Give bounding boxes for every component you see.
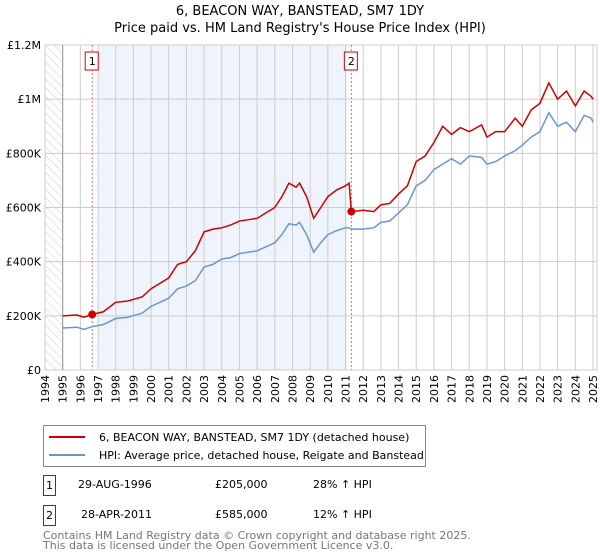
- footer-line1: Contains HM Land Registry data © Crown c…: [43, 529, 471, 542]
- legend-label-property: 6, BEACON WAY, BANSTEAD, SM7 1DY (detach…: [99, 430, 410, 444]
- legend-item-hpi: HPI: Average price, detached house, Reig…: [44, 446, 424, 464]
- sale-badge-label: 1: [89, 55, 96, 68]
- footer: Contains HM Land Registry data © Crown c…: [43, 529, 471, 552]
- sale-badge-label: 2: [348, 55, 355, 68]
- footer-line2: This data is licensed under the Open Gov…: [43, 539, 394, 552]
- line-chart: 1994 1995 1996 1997 1998 1999 2000 2001 2002 2003…: [6, 39, 600, 403]
- transaction-hpi: 28% ↑ HPI: [313, 478, 372, 491]
- x-tick-label: 2017: [446, 375, 459, 403]
- x-tick-label: 2025: [587, 375, 600, 403]
- x-tick-label: 2022: [534, 375, 547, 403]
- transaction-date: 28-APR-2011: [81, 508, 153, 521]
- x-tick-label: 2018: [463, 375, 476, 403]
- sale-point: [347, 207, 356, 216]
- x-tick-label: 2007: [269, 375, 282, 403]
- x-tick-label: 2011: [340, 375, 353, 403]
- x-tick-label: 2012: [357, 375, 370, 403]
- y-tick-label: £600K: [6, 202, 42, 215]
- transaction-date: 29-AUG-1996: [78, 478, 152, 491]
- x-tick-label: 2014: [393, 375, 406, 403]
- y-tick-label: £200K: [6, 310, 42, 323]
- x-tick-label: 2008: [286, 375, 299, 403]
- x-tick-label: 2009: [304, 375, 317, 403]
- sale-point: [88, 310, 97, 319]
- x-tick-label: 2021: [516, 375, 529, 403]
- x-tick-label: 2001: [163, 375, 176, 403]
- x-tick-label: 1997: [92, 375, 105, 403]
- x-tick-label: 1996: [74, 375, 87, 403]
- sale-badge: [343, 51, 358, 71]
- transaction-badge: 2: [43, 505, 56, 526]
- sale-badge: [84, 51, 99, 71]
- y-tick-label: £1.2M: [7, 39, 41, 52]
- x-tick-label: 1995: [57, 375, 70, 403]
- x-tick-label: 2004: [216, 375, 229, 403]
- x-tick-label: 2024: [569, 375, 582, 403]
- x-tick-label: 2000: [145, 375, 158, 403]
- series-line: [62, 81, 594, 318]
- y-tick-label: £1M: [18, 93, 42, 106]
- transaction-badge: 1: [43, 475, 56, 496]
- x-tick-label: 2016: [428, 375, 441, 403]
- x-tick-label: 2010: [322, 375, 335, 403]
- y-tick-label: £800K: [6, 147, 42, 160]
- legend-swatch-property: [49, 436, 85, 438]
- x-tick-label: 1994: [39, 375, 52, 403]
- x-tick-label: 2019: [481, 375, 494, 403]
- x-tick-label: 2013: [375, 375, 388, 403]
- transaction-price: £585,000: [215, 508, 268, 521]
- x-tick-label: 1998: [110, 375, 123, 403]
- chart-title-line2: Price paid vs. HM Land Registry's House …: [114, 21, 486, 36]
- series-line: [62, 111, 594, 331]
- y-tick-label: £400K: [6, 256, 42, 269]
- legend-item-property: 6, BEACON WAY, BANSTEAD, SM7 1DY (detach…: [44, 428, 409, 446]
- x-tick-label: 2023: [552, 375, 565, 403]
- transaction-hpi: 12% ↑ HPI: [313, 508, 372, 521]
- x-tick-label: 2002: [180, 375, 193, 403]
- legend-swatch-hpi: [49, 454, 85, 456]
- x-tick-label: 2006: [251, 375, 264, 403]
- transaction-price: £205,000: [215, 478, 268, 491]
- x-tick-label: 2015: [410, 375, 423, 403]
- y-tick-label: £0: [27, 364, 41, 377]
- legend: 6, BEACON WAY, BANSTEAD, SM7 1DY (detach…: [43, 425, 426, 467]
- x-tick-label: 1999: [127, 375, 140, 403]
- x-tick-label: 2020: [499, 375, 512, 403]
- x-tick-label: 2003: [198, 375, 211, 403]
- x-tick-label: 2005: [233, 375, 246, 403]
- chart-title-line1: 6, BEACON WAY, BANSTEAD, SM7 1DY: [175, 4, 425, 19]
- legend-label-hpi: HPI: Average price, detached house, Reig…: [99, 448, 424, 462]
